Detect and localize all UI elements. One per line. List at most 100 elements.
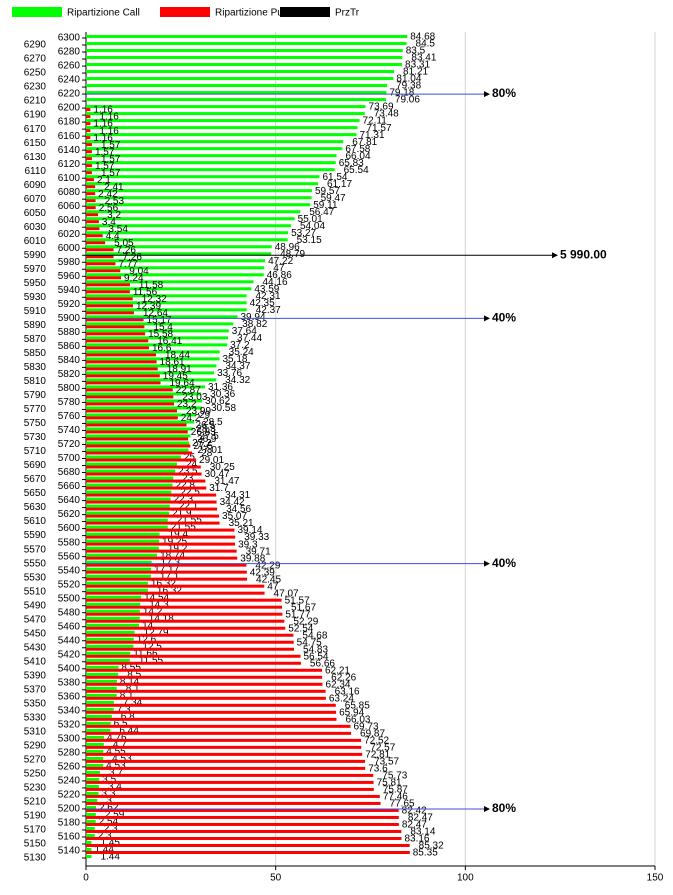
bar (86, 651, 131, 655)
y-tick-label: 6230 (24, 82, 47, 93)
y-tick-label: 5260 (58, 762, 81, 773)
y-tick-label: 5880 (58, 327, 81, 338)
data-label: 31.7 (209, 483, 229, 494)
bar (86, 280, 254, 284)
y-tick-label: 5600 (58, 523, 81, 534)
data-label: 14 (142, 620, 154, 631)
bar (86, 203, 311, 207)
data-label: 3.5 (102, 775, 116, 786)
y-tick-label: 5610 (24, 516, 47, 527)
bar (86, 371, 215, 375)
y-tick-label: 5390 (24, 670, 47, 681)
data-label: 27.5 (193, 441, 213, 452)
data-label: 42.31 (255, 291, 280, 302)
data-label: 82.47 (402, 820, 427, 831)
bar (86, 707, 114, 711)
data-label: 61.17 (327, 179, 352, 190)
bar (86, 633, 294, 637)
bar (86, 465, 201, 469)
y-tick-label: 6020 (58, 229, 81, 240)
bar (86, 413, 197, 417)
bar (86, 689, 326, 693)
bar (86, 161, 336, 165)
bar (86, 238, 288, 242)
data-label: 8.14 (120, 676, 140, 687)
bar (86, 332, 146, 336)
y-tick-label: 6220 (58, 89, 81, 100)
bar (86, 283, 130, 287)
y-tick-label: 5660 (58, 481, 81, 492)
data-label: 85.35 (413, 848, 438, 859)
data-label: 24 (186, 459, 198, 470)
bar (86, 815, 399, 819)
data-label: 4.76 (107, 732, 127, 743)
data-label: 22.1 (179, 501, 199, 512)
bar (86, 441, 190, 445)
data-label: 34.42 (220, 497, 245, 508)
data-label: 27.5 (199, 431, 219, 442)
bar (86, 301, 247, 305)
bar (86, 140, 344, 144)
bar (86, 686, 117, 690)
legend-label: Ripartizione Call (67, 8, 140, 19)
bar (86, 35, 408, 38)
data-label: 6.44 (119, 725, 139, 736)
data-label: 21.55 (177, 515, 202, 526)
y-tick-label: 5970 (24, 264, 47, 275)
bar (86, 388, 173, 392)
data-label: 28.3 (196, 424, 216, 435)
data-label: 55.01 (298, 214, 323, 225)
y-tick-label: 5320 (58, 719, 81, 730)
y-tick-label: 5250 (24, 769, 47, 780)
y-tick-label: 5770 (24, 404, 47, 415)
data-label: 71.57 (366, 123, 391, 134)
bar (86, 798, 98, 802)
bar (86, 714, 112, 718)
y-tick-label: 6130 (24, 152, 47, 163)
x-tick-label: 50 (270, 873, 282, 884)
y-tick-label: 5270 (24, 755, 47, 766)
legend-label: PrzTr (335, 8, 360, 19)
data-label: 21.55 (171, 522, 196, 533)
data-label: 1.16 (93, 119, 113, 130)
data-label: 42.35 (250, 298, 275, 309)
data-label: 67.58 (345, 144, 370, 155)
data-label: 3.4 (108, 782, 122, 793)
bar (86, 672, 119, 676)
y-tick-label: 5840 (58, 355, 81, 366)
bar (86, 423, 187, 427)
data-label: 1.44 (94, 845, 114, 856)
data-label: 47.22 (268, 256, 293, 267)
bar (86, 458, 197, 462)
bar (86, 574, 151, 578)
bar (86, 262, 116, 266)
data-label: 54.75 (297, 637, 322, 648)
legend-label: Ripartizione Put (215, 8, 286, 19)
data-label: 30.58 (211, 403, 236, 414)
data-label: 11.66 (133, 648, 158, 659)
bar (86, 567, 152, 571)
data-label: 44.16 (263, 277, 288, 288)
y-tick-label: 5530 (24, 572, 47, 583)
data-label: 1.57 (101, 168, 121, 179)
bar (86, 322, 234, 326)
bar (86, 609, 140, 613)
data-label: 42.37 (256, 305, 281, 316)
bar (86, 843, 410, 847)
data-label: 48.96 (275, 242, 300, 253)
data-label: 1.57 (95, 161, 115, 172)
bar (86, 752, 363, 756)
y-tick-label: 6080 (58, 187, 81, 198)
data-label: 37.64 (232, 326, 257, 337)
bar (86, 213, 99, 217)
y-tick-label: 5340 (58, 705, 81, 716)
y-tick-label: 5710 (24, 446, 47, 457)
data-label: 47.07 (274, 588, 299, 599)
bar (86, 819, 96, 823)
bar (86, 822, 399, 826)
data-label: 3.2 (107, 210, 121, 221)
y-tick-label: 5130 (24, 853, 47, 864)
y-tick-label: 6090 (24, 180, 47, 191)
y-tick-label: 5480 (58, 607, 81, 618)
y-tick-label: 5730 (24, 432, 47, 443)
